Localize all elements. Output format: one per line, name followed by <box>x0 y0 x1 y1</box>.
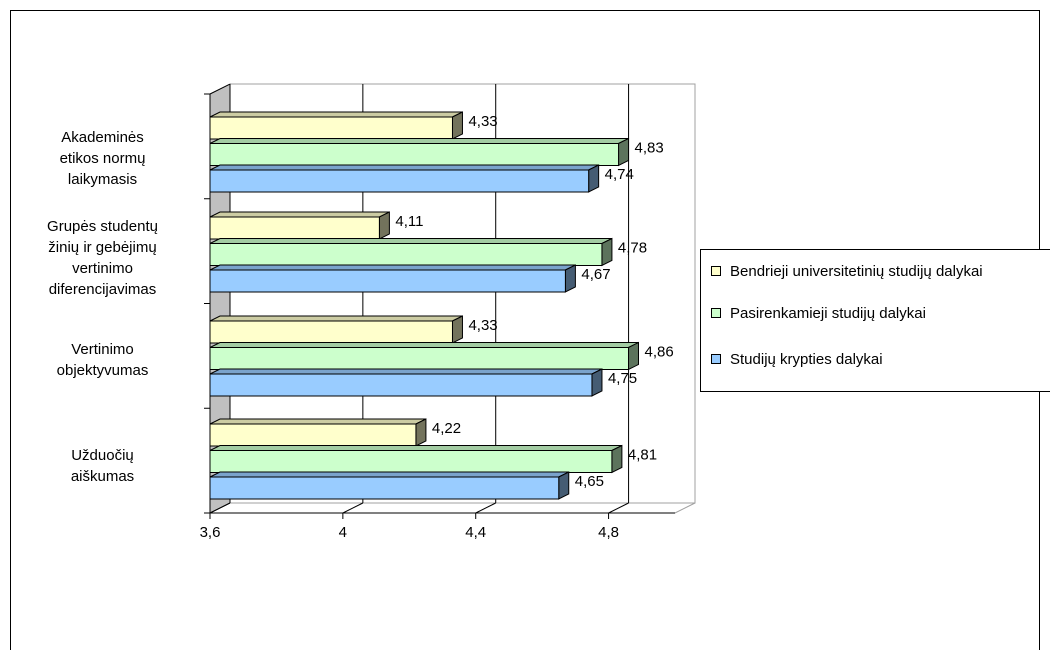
category-label-line: žinių ir gebėjimų <box>48 239 157 256</box>
bar <box>209 423 417 447</box>
bar-top <box>209 164 599 171</box>
category-label-line: Grupės studentų <box>47 218 158 235</box>
bar-side <box>611 444 623 474</box>
bar-side <box>415 418 427 447</box>
category-label-line: Akademinės <box>61 129 144 146</box>
bar-top <box>209 471 569 478</box>
bar-side <box>628 341 639 371</box>
x-tick-label: 3,6 <box>200 524 221 541</box>
x-tick-label: 4 <box>339 524 347 541</box>
bar <box>209 476 560 500</box>
category-label-line: Vertinimo <box>71 341 134 358</box>
data-label: 4,11 <box>395 213 423 230</box>
legend-item-bendrieji: Bendrieji universitetinių studijų dalyka… <box>711 262 1050 281</box>
floor-gridline <box>342 502 364 514</box>
legend-label: Bendrieji universitetinių studijų dalyka… <box>730 263 983 280</box>
category-label: Akademinės etikos normų laikymasis <box>10 127 195 190</box>
data-label: 4,78 <box>618 240 647 257</box>
bar-top <box>209 315 463 322</box>
category-label-line: objektyvumas <box>56 362 149 379</box>
bar-side <box>588 164 600 193</box>
bar-top <box>209 264 576 271</box>
category-label: Užduočių aiškumas <box>10 445 195 487</box>
data-label: 4,86 <box>645 344 674 361</box>
bar-top <box>209 138 629 144</box>
bar-top <box>209 211 390 218</box>
bar <box>209 347 629 370</box>
floor-gridline <box>608 502 629 514</box>
bar <box>209 243 603 266</box>
bar <box>209 116 453 140</box>
category-label-line: etikos normų <box>59 150 146 167</box>
bar <box>209 143 620 166</box>
bar-top <box>209 342 639 348</box>
bar <box>209 169 590 193</box>
data-label: 4,81 <box>628 447 657 464</box>
bar-top <box>209 418 427 425</box>
data-label: 4,75 <box>608 370 637 387</box>
bar <box>209 216 380 240</box>
bar <box>209 320 453 344</box>
category-label: Vertinimo objektyvumas <box>10 339 195 381</box>
data-label: 4,22 <box>432 420 461 437</box>
data-label: 4,74 <box>605 166 634 183</box>
bar-side <box>591 368 603 397</box>
data-label: 4,83 <box>635 140 664 157</box>
legend-label: Pasirenkamieji studijų dalykai <box>730 305 926 322</box>
bar <box>209 450 613 473</box>
category-label-line: diferencijavimas <box>48 281 157 298</box>
bar-top <box>209 111 463 118</box>
legend-swatch-bendrieji <box>711 266 721 276</box>
legend-swatch-krypties <box>711 354 721 364</box>
bar-side <box>378 211 390 240</box>
bar <box>209 269 566 293</box>
bar-chart: 3,6 4 4,4 4,8 4,33 4,834,74 4,11 4,78 4,67 4,33 4,… <box>200 83 696 541</box>
bar-top <box>209 238 613 244</box>
category-label-line: laikymasis <box>67 171 138 188</box>
legend-swatch-pasirenkamieji <box>711 308 721 318</box>
x-tick-label: 4,4 <box>465 524 486 541</box>
floor-gridline <box>209 502 231 514</box>
category-label-line: vertinimo <box>72 260 133 277</box>
bar-side <box>618 137 630 167</box>
bar-side <box>564 264 576 293</box>
category-label: Grupės studentų žinių ir gebėjimų vertinim… <box>10 216 195 300</box>
data-label: 4,33 <box>468 317 497 334</box>
floor-gridline <box>475 502 496 514</box>
legend-item-krypties: Studijų krypties dalykai <box>711 350 1050 369</box>
bar-top <box>209 445 623 451</box>
legend: Bendrieji universitetinių studijų dalyka… <box>700 249 1050 392</box>
bar-side <box>451 315 463 344</box>
category-label-line: Užduočių <box>71 447 134 464</box>
data-label: 4,67 <box>581 266 610 283</box>
legend-item-pasirenkamieji: Pasirenkamieji studijų dalykai <box>711 304 1050 323</box>
x-tick-label: 4,8 <box>598 524 619 541</box>
data-label: 4,65 <box>575 473 604 490</box>
floor <box>209 502 696 514</box>
data-label: 4,33 <box>468 113 497 130</box>
bar-side <box>601 237 613 267</box>
bar-side <box>558 471 570 500</box>
legend-label: Studijų krypties dalykai <box>730 351 883 368</box>
bar-side <box>451 111 463 140</box>
bar <box>209 373 593 397</box>
bar-top <box>209 368 603 375</box>
category-label-line: aiškumas <box>70 468 135 485</box>
